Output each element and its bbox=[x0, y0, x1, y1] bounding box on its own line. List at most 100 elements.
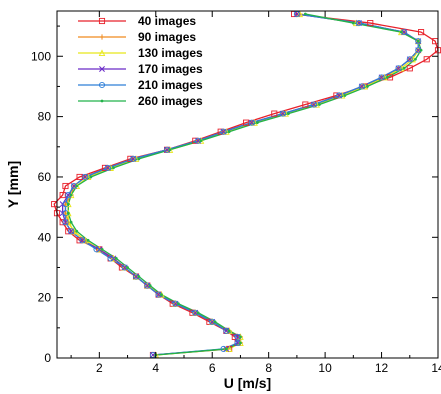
series-marker-5 bbox=[385, 75, 389, 79]
series-marker-0 bbox=[423, 56, 430, 63]
series-marker-2 bbox=[223, 128, 230, 135]
series-marker-4 bbox=[107, 255, 114, 262]
series-marker-4 bbox=[220, 128, 227, 135]
series-marker-5 bbox=[114, 257, 118, 260]
legend-label-2: 130 images bbox=[138, 46, 203, 60]
series-marker-2 bbox=[352, 19, 360, 27]
series-marker-5 bbox=[137, 275, 141, 278]
series-marker-4 bbox=[378, 74, 385, 81]
series-marker-4 bbox=[336, 92, 343, 99]
legend-marker-5 bbox=[100, 99, 104, 103]
series-line-0 bbox=[53, 13, 439, 356]
legend-marker-4 bbox=[98, 81, 106, 89]
series-marker-5 bbox=[239, 341, 242, 345]
x-tick-label: 8 bbox=[265, 361, 272, 375]
legend-label-5: 260 images bbox=[138, 94, 203, 108]
series-marker-2 bbox=[338, 91, 346, 99]
legend-marker-3 bbox=[99, 66, 105, 72]
series-marker-5 bbox=[239, 335, 242, 339]
series-marker-0 bbox=[418, 29, 425, 36]
y-tick-label: 60 bbox=[38, 170, 52, 184]
x-axis-title: U [m/s] bbox=[224, 375, 271, 391]
series-marker-5 bbox=[69, 220, 73, 224]
series-marker-5 bbox=[318, 103, 321, 106]
series-marker-5 bbox=[416, 39, 420, 43]
series-marker-0 bbox=[302, 101, 309, 108]
series-marker-5 bbox=[213, 320, 217, 324]
series-marker-2 bbox=[110, 254, 117, 262]
series-marker-5 bbox=[351, 21, 355, 25]
y-tick-label: 0 bbox=[44, 351, 51, 365]
series-line-2 bbox=[67, 13, 419, 356]
series-marker-5 bbox=[176, 302, 180, 306]
legend: 40 images 90 images 130 images 170 images 21… bbox=[78, 14, 203, 108]
legend-label-0: 40 images bbox=[138, 14, 196, 28]
series-marker-5 bbox=[148, 284, 152, 287]
legend-marker-0 bbox=[98, 17, 106, 25]
series-marker-4 bbox=[82, 173, 89, 181]
series-marker-4 bbox=[79, 237, 86, 244]
series-line-5 bbox=[67, 13, 422, 356]
series-marker-4 bbox=[358, 83, 365, 90]
series-marker-5 bbox=[419, 48, 423, 52]
series-line-4 bbox=[64, 13, 419, 356]
series-marker-5 bbox=[100, 247, 104, 251]
series-line-3 bbox=[61, 13, 419, 356]
x-axis: 2 4 6 8 10 12 14 bbox=[70, 11, 441, 375]
series-marker-2 bbox=[251, 119, 258, 126]
series-marker-4 bbox=[355, 20, 363, 27]
series-marker-2 bbox=[225, 345, 233, 352]
x-tick-label: 10 bbox=[318, 361, 332, 375]
series-marker-4 bbox=[248, 119, 255, 126]
series-marker-4 bbox=[406, 56, 413, 63]
series-marker-5 bbox=[343, 94, 347, 97]
series-marker-4 bbox=[279, 110, 286, 117]
series-marker-5 bbox=[66, 211, 70, 215]
plot-markers bbox=[51, 10, 441, 359]
series-marker-5 bbox=[224, 347, 228, 351]
series-marker-5 bbox=[366, 85, 369, 88]
series-marker-0 bbox=[271, 110, 278, 117]
series-marker-2 bbox=[132, 155, 140, 162]
plot-frame bbox=[56, 10, 439, 359]
series-marker-2 bbox=[361, 82, 368, 90]
legend-label-3: 170 images bbox=[138, 62, 203, 76]
series-line-1 bbox=[64, 13, 419, 356]
series-marker-5 bbox=[227, 130, 231, 134]
legend-label-1: 90 images bbox=[138, 30, 196, 44]
series-marker-2 bbox=[70, 227, 78, 235]
series-marker-5 bbox=[414, 57, 417, 61]
legend-marker-1 bbox=[99, 34, 105, 40]
series-marker-5 bbox=[137, 157, 141, 161]
series-marker-5 bbox=[399, 30, 403, 34]
series-marker-2 bbox=[81, 236, 89, 244]
series-marker-5 bbox=[402, 66, 406, 70]
y-tick-label: 20 bbox=[38, 291, 52, 305]
series-marker-4 bbox=[415, 38, 422, 45]
series-marker-2 bbox=[107, 164, 114, 171]
series-marker-0 bbox=[62, 182, 69, 190]
series-marker-2 bbox=[313, 100, 320, 108]
plot-lines bbox=[53, 13, 439, 356]
series-marker-4 bbox=[104, 164, 111, 171]
series-marker-2 bbox=[397, 64, 405, 72]
series-marker-5 bbox=[69, 193, 73, 197]
series-marker-0 bbox=[367, 20, 374, 27]
series-marker-5 bbox=[287, 112, 290, 115]
y-axis: 0 20 40 60 80 100 bbox=[31, 25, 438, 365]
x-tick-label: 12 bbox=[375, 361, 389, 375]
series-marker-2 bbox=[409, 55, 416, 63]
series-marker-5 bbox=[75, 229, 79, 233]
series-marker-5 bbox=[86, 238, 90, 242]
legend-marker-2 bbox=[98, 49, 106, 57]
series-marker-2 bbox=[296, 10, 304, 18]
x-tick-label: 4 bbox=[152, 361, 159, 375]
y-tick-label: 100 bbox=[31, 49, 51, 63]
series-marker-2 bbox=[96, 245, 103, 253]
series-marker-2 bbox=[64, 218, 72, 226]
series-marker-5 bbox=[75, 184, 79, 188]
series-marker-5 bbox=[196, 311, 200, 315]
series-marker-2 bbox=[381, 73, 388, 81]
series-marker-5 bbox=[126, 266, 129, 269]
